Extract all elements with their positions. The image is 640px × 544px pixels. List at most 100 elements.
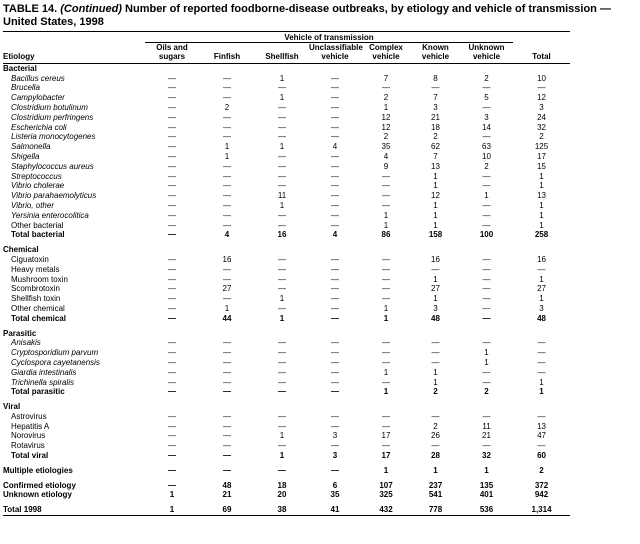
cell: — xyxy=(382,171,390,181)
cell: 2 xyxy=(383,132,389,142)
cell: 1 xyxy=(279,93,285,103)
cell: — xyxy=(537,83,546,93)
table-row: Hepatitis A — — — — — 2 11 13 xyxy=(3,422,570,432)
cell: — xyxy=(331,151,339,161)
cell: 21 xyxy=(431,112,440,122)
cell: — xyxy=(382,264,390,274)
cell: — xyxy=(331,161,339,171)
row-label: Shellfish toxin xyxy=(11,294,61,304)
cell: 1 xyxy=(539,220,544,230)
cell: — xyxy=(223,294,231,304)
cell: — xyxy=(168,254,176,264)
table-row: Trichinella spiralis — — — — — 1 — 1 xyxy=(3,378,570,388)
cell: 20 xyxy=(277,490,287,500)
cell: — xyxy=(168,191,176,201)
cell: 5 xyxy=(484,93,489,103)
cell: 48 xyxy=(222,480,232,490)
row-label: Confirmed etiology xyxy=(3,480,76,490)
cell: — xyxy=(482,411,491,421)
cell: 1 xyxy=(433,377,438,387)
title-prefix: TABLE 14. xyxy=(3,3,61,15)
cell: — xyxy=(331,338,339,348)
cell: 1 xyxy=(383,367,389,377)
cell: — xyxy=(431,348,440,358)
cell: — xyxy=(431,357,440,367)
cell: — xyxy=(168,348,176,358)
cell: — xyxy=(223,73,231,83)
cell: — xyxy=(168,210,176,220)
table-row: Norovirus — — 1 3 17 26 21 47 xyxy=(3,431,570,441)
cell: — xyxy=(223,220,231,230)
row-label: Hepatitis A xyxy=(11,421,50,431)
cell: — xyxy=(278,357,286,367)
cell: 2 xyxy=(539,132,544,142)
cell: — xyxy=(331,421,339,431)
table-row: Shellfish toxin — — 1 — — 1 — 1 xyxy=(3,294,570,304)
cell: — xyxy=(537,338,546,348)
cell: 4 xyxy=(224,230,230,240)
cell: — xyxy=(482,377,491,387)
cell: — xyxy=(331,274,339,284)
cell: — xyxy=(482,274,491,284)
row-label: Yersinia enterocolitica xyxy=(11,210,89,220)
cell: — xyxy=(278,367,286,377)
cell: — xyxy=(331,387,339,397)
cell: — xyxy=(278,102,286,112)
table-row: Total chemical — 44 1 — 1 48 — 48 xyxy=(3,314,570,324)
cell: 1 xyxy=(169,490,175,500)
cell: 12 xyxy=(381,122,391,132)
cell: 325 xyxy=(379,490,393,500)
cell: — xyxy=(168,431,176,441)
section-title: Chemical xyxy=(3,245,39,255)
section-title: Viral xyxy=(3,402,21,412)
title: TABLE 14. (Continued) Number of reported… xyxy=(3,3,637,29)
section-row: Chemical xyxy=(3,245,570,255)
cell: — xyxy=(331,171,339,181)
cell: 3 xyxy=(539,303,544,313)
cell: 1 xyxy=(279,451,285,461)
cell: — xyxy=(278,387,286,397)
cell: — xyxy=(382,191,390,201)
cell: — xyxy=(223,122,231,132)
cell: 1 xyxy=(433,200,438,210)
cell: — xyxy=(278,303,286,313)
row-label: Cryptosporidium parvum xyxy=(11,348,99,358)
section-row: Viral xyxy=(3,402,570,412)
cell: — xyxy=(168,132,176,142)
table-row: Salmonella — 1 1 4 35 62 63 125 xyxy=(3,142,570,152)
row-label: Staphylococcus aureus xyxy=(11,161,94,171)
table-row: Ciguatoxin — 16 — — — 16 — 16 xyxy=(3,255,570,265)
cell: 2 xyxy=(433,132,438,142)
row-label: Anisakis xyxy=(11,338,41,348)
cell: 258 xyxy=(534,230,549,240)
cell: — xyxy=(223,411,231,421)
cell: 48 xyxy=(537,313,546,323)
cell: — xyxy=(482,200,491,210)
row-label: Vibrio, other xyxy=(11,200,54,210)
table-row: Mushroom toxin — — — — — 1 — 1 xyxy=(3,275,570,285)
cell: 24 xyxy=(537,112,546,122)
cell: 11 xyxy=(277,191,287,201)
cell: 2 xyxy=(224,102,230,112)
table-row: Listeria monocytogenes — — — — 2 2 — 2 xyxy=(3,132,570,142)
cell: — xyxy=(223,274,231,284)
row-label: Clostridium perfringens xyxy=(11,112,94,122)
cell: — xyxy=(223,465,231,475)
cell: 1,314 xyxy=(513,505,571,517)
row-label: Total chemical xyxy=(11,313,66,323)
cell: 16 xyxy=(277,230,287,240)
cell: 69 xyxy=(199,505,255,517)
row-label: Clostridium botulinum xyxy=(11,102,88,112)
title-rest: Number of reported foodborne-disease out… xyxy=(3,3,611,28)
cell: — xyxy=(382,83,390,93)
cell: — xyxy=(168,480,176,490)
row-label: Total 1998 xyxy=(3,505,145,517)
cell: — xyxy=(168,367,176,377)
span-header: Vehicle of transmission xyxy=(145,31,514,43)
row-label: Ciguatoxin xyxy=(11,254,49,264)
cell: — xyxy=(168,451,176,461)
cell: — xyxy=(168,313,176,323)
cell: — xyxy=(168,151,176,161)
cell: 1 xyxy=(383,220,389,230)
cell: 7 xyxy=(433,151,438,161)
